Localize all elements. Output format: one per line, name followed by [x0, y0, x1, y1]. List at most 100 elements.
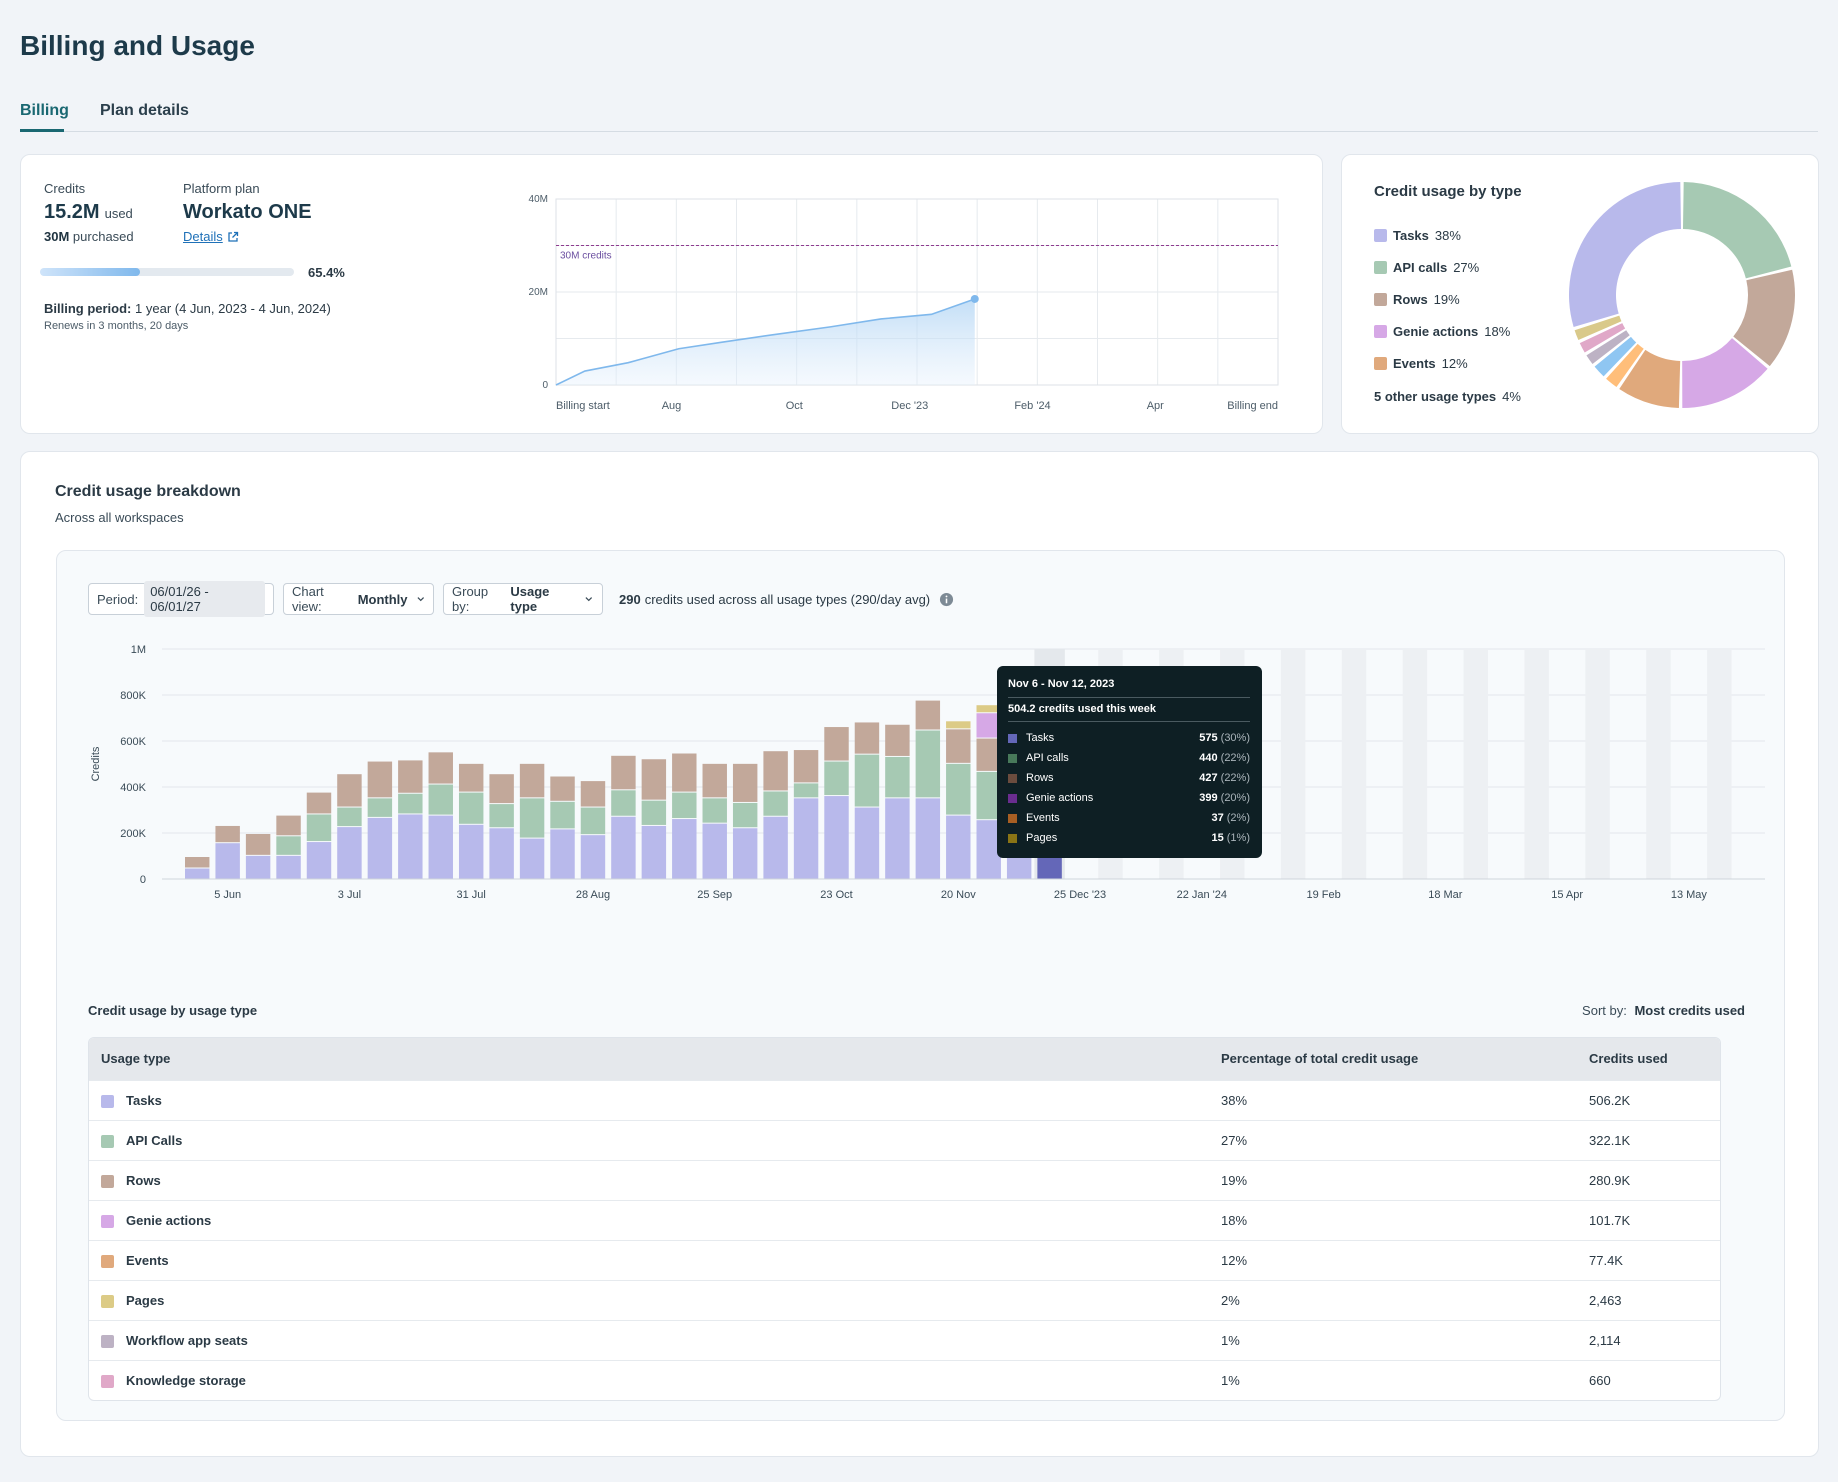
bar-segment-api-calls [306, 814, 332, 842]
legend-percent: 18% [1484, 324, 1511, 339]
legend-percent: 12% [1441, 356, 1468, 371]
bar-segment-rows [732, 763, 758, 802]
bar-segment-api-calls [519, 798, 545, 838]
bar-segment-rows [702, 763, 727, 798]
breakdown-title: Credit usage breakdown [55, 483, 241, 500]
usage-type-name: Genie actions [126, 1213, 212, 1228]
bar-segment-api-calls [915, 730, 941, 798]
usage-type-swatch [101, 1295, 114, 1308]
credits-progress-bar [40, 268, 294, 276]
tooltip-value: 15 [1211, 832, 1224, 844]
tooltip-percent: (22%) [1220, 752, 1250, 764]
tooltip-swatch [1008, 814, 1017, 823]
credits-used-value: 15.2M [44, 201, 100, 223]
table-row: Tasks 38% 506.2K [89, 1080, 1720, 1120]
legend-label: Genie actions [1393, 324, 1479, 339]
x-tick-label: 25 Dec '23 [1054, 889, 1106, 901]
usage-type-name: Rows [126, 1173, 161, 1188]
bar-segment-rows [611, 755, 636, 790]
donut-slice [1682, 182, 1792, 279]
bar-segment-api-calls [763, 791, 788, 816]
other-usage-types-label: 5 other usage types [1374, 389, 1497, 404]
chart-view-label: Chart view: [292, 584, 324, 614]
tooltip-divider [1008, 697, 1250, 698]
legend-swatch [1374, 325, 1387, 338]
donut-slice [1606, 343, 1644, 388]
group-by-value: Usage type [510, 584, 550, 614]
bar-segment-rows [672, 753, 697, 792]
table-row: Workflow app seats 1% 2,114 [89, 1320, 1720, 1360]
tooltip-swatch [1008, 794, 1017, 803]
bar-segment-api-calls [611, 790, 636, 816]
tooltip-series-name: Events [1026, 812, 1060, 824]
breakdown-card: Credit usage breakdown Across all worksp… [20, 451, 1819, 1457]
period-selector[interactable]: Period: 06/01/26 - 06/01/27 [88, 581, 274, 617]
tooltip-date: Nov 6 - Nov 12, 2023 [1008, 678, 1115, 690]
bar-segment-tasks [641, 825, 667, 879]
usage-type-name: Tasks [126, 1093, 162, 1108]
bar-segment-rows [854, 722, 880, 754]
bar-segment-api-calls [276, 836, 301, 855]
usage-type-name: Pages [126, 1293, 165, 1308]
bar-segment-rows [885, 724, 910, 756]
bar-segment-rows [519, 763, 545, 798]
bar-segment-rows [946, 729, 971, 763]
tab-billing[interactable]: Billing [20, 102, 69, 119]
sort-value: Most credits used [1634, 1003, 1745, 1018]
tooltip-swatch [1008, 834, 1017, 843]
tooltip-value: 37 [1211, 812, 1224, 824]
tooltip-percent: (22%) [1220, 772, 1250, 784]
legend-percent: 27% [1453, 260, 1480, 275]
usage-type-name: Events [126, 1253, 169, 1268]
chart-view-dropdown[interactable]: Chart view: Monthly [283, 583, 434, 615]
tooltip-series-value: 440 (22%) [1199, 752, 1250, 764]
bar-segment-tasks [915, 798, 941, 879]
info-icon[interactable] [939, 592, 954, 607]
sort-control[interactable]: Sort by: Most credits used [1582, 1003, 1745, 1018]
bar-segment-tasks [185, 868, 210, 879]
details-link[interactable]: Details [183, 229, 239, 244]
x-tick-label: Billing start [556, 400, 610, 412]
legend-item: Tasks 38% [1374, 228, 1461, 243]
bar-segment-tasks [824, 796, 849, 879]
tooltip-value: 575 [1199, 732, 1218, 744]
future-week-placeholder [1646, 649, 1671, 879]
column-header-usage-type[interactable]: Usage type [101, 1051, 171, 1066]
usage-by-type-donut [1569, 182, 1795, 408]
bar-segment-api-calls [337, 807, 362, 827]
tab-plan-details[interactable]: Plan details [100, 102, 189, 119]
cumulative-credits-chart: 40M 20M 0 Billing start Aug Oct Dec '23 Feb '24… [529, 194, 1279, 412]
future-week-placeholder [1585, 649, 1610, 879]
summary-card: Credits 15.2M used 30M purchased Platfor… [20, 154, 1323, 434]
legend-percent: 19% [1433, 292, 1460, 307]
tooltip-value: 440 [1199, 752, 1218, 764]
legend-label: Rows [1393, 292, 1428, 307]
bar-segment-rows [489, 774, 514, 804]
bar-segment-api-calls [793, 783, 819, 798]
y-tick-label: 400K [120, 782, 146, 794]
tooltip-row: Tasks 575 (30%) [1008, 732, 1250, 746]
column-header-credits[interactable]: Credits used [1589, 1051, 1668, 1066]
donut-slice [1733, 269, 1795, 367]
details-link-label: Details [183, 229, 223, 244]
bar-segment-tasks [550, 829, 575, 879]
usage-type-percentage: 18% [1221, 1213, 1248, 1228]
bar-segment-tasks [337, 827, 362, 879]
credits-progress-text: 65.4% [308, 265, 345, 280]
tooltip-series-name: Tasks [1026, 732, 1055, 744]
bar-segment-tasks [946, 815, 971, 879]
legend-label: Tasks [1393, 228, 1429, 243]
group-by-dropdown[interactable]: Group by: Usage type [443, 583, 603, 615]
x-tick-label: Feb '24 [1014, 400, 1050, 412]
x-tick-label: 15 Apr [1551, 889, 1583, 901]
bar-segment-rows [580, 781, 606, 807]
column-header-percentage[interactable]: Percentage of total credit usage [1221, 1051, 1419, 1066]
sort-label: Sort by: [1582, 1003, 1627, 1018]
tooltip-series-value: 575 (30%) [1199, 732, 1250, 744]
other-usage-types: 5 other usage types 4% [1374, 389, 1521, 404]
bar-segment-api-calls [672, 792, 697, 819]
donut-slice [1569, 182, 1682, 327]
x-tick-label: 31 Jul [457, 889, 486, 901]
bar-segment-pages [946, 721, 971, 729]
x-tick-label: 23 Oct [820, 889, 852, 901]
